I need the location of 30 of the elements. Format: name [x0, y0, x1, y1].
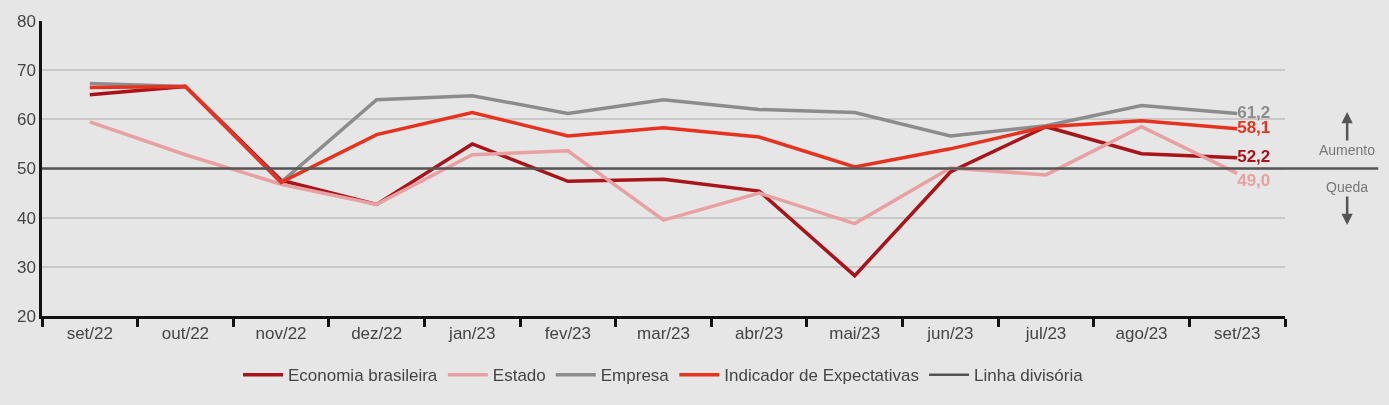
x-tick-label: jul/23 — [1024, 324, 1067, 344]
y-tick-label: 80 — [16, 11, 36, 31]
y-tick-label: 50 — [16, 159, 36, 179]
x-tick-label: mar/23 — [637, 324, 690, 344]
x-tick-label: fev/23 — [544, 324, 592, 344]
y-tick-label: 20 — [16, 306, 36, 326]
legend-label: Estado — [492, 366, 546, 386]
x-tick-label: out/22 — [161, 324, 210, 344]
line-series — [88, 120, 1239, 226]
x-tick-label: jan/23 — [448, 324, 496, 344]
x-tick-label: nov/22 — [255, 324, 307, 344]
y-tick-label: 60 — [16, 110, 36, 130]
x-tick-label: abr/23 — [735, 324, 784, 344]
text: Aumento — [1319, 142, 1376, 158]
legend-label: Economia brasileira — [288, 366, 438, 386]
x-tick-label: jun/23 — [926, 324, 974, 344]
x-tick-label: dez/22 — [351, 324, 403, 344]
legend-label: Indicador de Expectativas — [724, 366, 920, 386]
x-tick-label: set/22 — [66, 324, 113, 344]
legend-label: Linha divisória — [974, 366, 1084, 386]
y-tick-label: 70 — [16, 61, 36, 81]
x-tick-label: mai/23 — [829, 324, 881, 344]
data-label: 49,0 — [1237, 171, 1271, 191]
y-tick-label: 40 — [16, 208, 36, 228]
y-tick-label: 30 — [16, 257, 36, 277]
x-tick-label: set/23 — [1214, 324, 1261, 344]
data-label: 52,2 — [1237, 146, 1271, 166]
text: Queda — [1326, 179, 1369, 195]
x-tick-label: ago/23 — [1115, 324, 1168, 344]
legend-label: Empresa — [600, 366, 670, 386]
